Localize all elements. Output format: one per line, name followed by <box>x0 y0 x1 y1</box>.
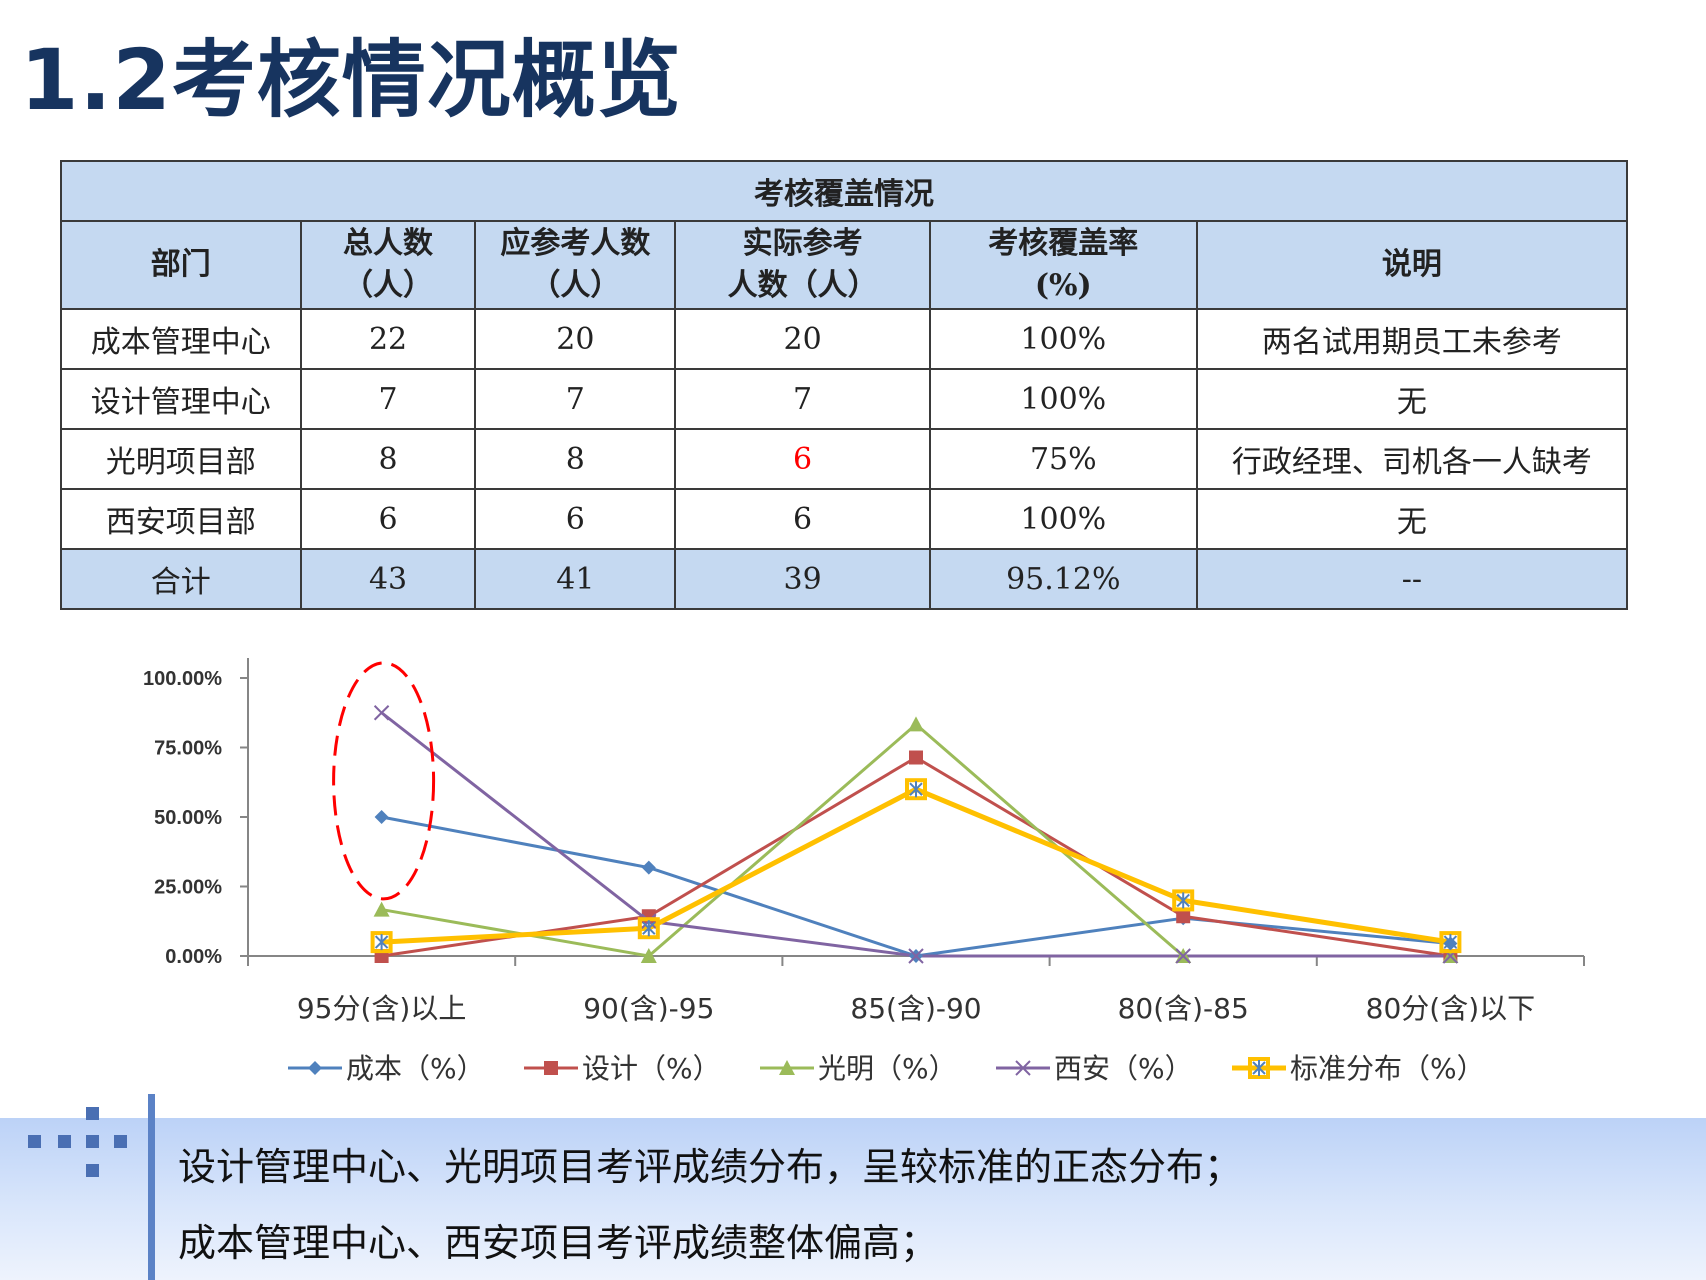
table-cell: 无 <box>1195 368 1629 430</box>
column-header: 部门 <box>60 220 302 310</box>
decor-square <box>86 1135 99 1148</box>
summary-banner <box>0 1118 1706 1280</box>
table-cell: 100% <box>928 488 1198 550</box>
table-cell: 8 <box>474 428 677 490</box>
table-cell: 6 <box>474 488 677 550</box>
data-point <box>1015 1060 1031 1076</box>
data-point <box>544 1061 558 1075</box>
banner-divider <box>148 1094 155 1280</box>
decor-square <box>86 1164 99 1177</box>
score-distribution-chart: 0.00% 25.00% 50.00% 75.00% 100.00% 95分(含)以上 90… <box>143 658 1585 1085</box>
legend-label: 西安（%） <box>1054 1052 1193 1085</box>
coverage-table: 考核覆盖情况 部门 总人数 （人） 应参考人数 （人） 实际参考 人数（人） 考核覆盖率 … <box>60 160 1629 610</box>
table-cell: 7 <box>474 368 677 430</box>
table-total-row: 合计 43 41 39 95.12% -- <box>60 548 1629 610</box>
data-point <box>909 781 923 798</box>
decor-square <box>58 1135 71 1148</box>
column-header: 考核覆盖率 (%) <box>928 220 1198 310</box>
x-tick-label: 90(含)-95 <box>583 992 714 1025</box>
data-point <box>374 934 389 951</box>
table-cell: 6 <box>674 428 931 490</box>
table-cell: 光明项目部 <box>60 428 302 490</box>
x-tick-label: 85(含)-90 <box>850 992 981 1025</box>
data-point <box>370 931 393 954</box>
table-cell: 成本管理中心 <box>60 308 302 370</box>
data-point <box>640 948 657 963</box>
page-title: 1.2考核情况概览 <box>20 31 682 129</box>
decor-square <box>28 1135 41 1148</box>
table-cell: 39 <box>674 548 931 610</box>
data-point <box>308 1061 322 1075</box>
legend-label: 标准分布（%） <box>1290 1052 1485 1085</box>
column-header: 应参考人数 （人） <box>474 220 677 310</box>
data-point <box>1172 889 1195 912</box>
column-header: 总人数 （人） <box>299 220 477 310</box>
legend-label: 成本（%） <box>346 1052 485 1085</box>
data-point <box>905 778 927 801</box>
table-cell: 6 <box>299 488 477 550</box>
data-point <box>1176 892 1190 909</box>
y-tick-label: 50.00% <box>154 807 222 829</box>
table-cell: 设计管理中心 <box>60 368 302 430</box>
table-cell: 22 <box>299 308 477 370</box>
table-row: 西安项目部 6 6 6 100% 无 <box>60 488 1629 550</box>
table-cell: 7 <box>674 368 931 430</box>
data-point <box>637 917 660 940</box>
data-point <box>1248 1057 1270 1079</box>
data-point <box>908 716 924 732</box>
summary-note-1: 设计管理中心、光明项目考评成绩分布，呈较标准的正态分布； <box>178 1145 1243 1189</box>
data-point <box>1176 909 1191 924</box>
x-tick-label: 80(含)-85 <box>1118 992 1249 1025</box>
column-header: 说明 <box>1195 220 1629 310</box>
data-point <box>908 948 924 964</box>
data-point <box>1175 948 1191 964</box>
data-point <box>1252 1060 1266 1076</box>
table-cell: 7 <box>299 368 477 430</box>
table-cell: 合计 <box>60 548 302 610</box>
highlight-ellipse <box>332 661 436 901</box>
table-cell: 20 <box>474 308 677 370</box>
table-row: 设计管理中心 7 7 7 100% 无 <box>60 368 1629 430</box>
x-tick-label: 80分(含)以下 <box>1366 992 1535 1025</box>
data-point <box>909 750 923 765</box>
data-point <box>641 860 656 875</box>
series-line <box>381 786 1451 945</box>
table-row: 光明项目部 8 8 6 75% 行政经理、司机各一人缺考 <box>60 428 1629 490</box>
table-cell: 行政经理、司机各一人缺考 <box>1195 428 1629 490</box>
table-cell: 20 <box>674 308 931 370</box>
decor-square <box>86 1107 99 1120</box>
table-caption: 考核覆盖情况 <box>60 160 1628 222</box>
table-cell: 43 <box>299 548 477 610</box>
legend-label: 设计（%） <box>582 1052 721 1085</box>
data-point <box>779 1060 795 1075</box>
table-cell: 8 <box>299 428 477 490</box>
data-point <box>373 705 390 721</box>
table-cell: 75% <box>928 428 1198 490</box>
y-tick-label: 100.00% <box>143 668 222 690</box>
table-cell: -- <box>1195 548 1629 610</box>
table-cell: 无 <box>1195 488 1629 550</box>
table-cell: 100% <box>928 368 1198 430</box>
y-tick-label: 25.00% <box>154 877 222 899</box>
column-header: 实际参考 人数（人） <box>674 220 931 310</box>
table-cell: 两名试用期员工未参考 <box>1195 308 1629 370</box>
summary-note-2: 成本管理中心、西安项目考评成绩整体偏高； <box>178 1221 939 1265</box>
table-row: 成本管理中心 22 20 20 100% 两名试用期员工未参考 <box>60 308 1629 370</box>
decor-square <box>114 1135 127 1148</box>
legend-label: 光明（%） <box>818 1052 957 1085</box>
data-point <box>642 920 656 937</box>
data-point <box>1443 934 1458 951</box>
x-tick-label: 95分(含)以上 <box>297 992 466 1025</box>
data-point <box>373 901 390 917</box>
y-tick-label: 75.00% <box>154 738 222 760</box>
table-cell: 41 <box>474 548 677 610</box>
table-cell: 6 <box>674 488 931 550</box>
y-tick-label: 0.00% <box>165 946 222 968</box>
data-point <box>1439 931 1462 954</box>
table-cell: 95.12% <box>928 548 1198 610</box>
table-cell: 100% <box>928 308 1198 370</box>
table-cell: 西安项目部 <box>60 488 302 550</box>
data-point <box>374 810 389 824</box>
